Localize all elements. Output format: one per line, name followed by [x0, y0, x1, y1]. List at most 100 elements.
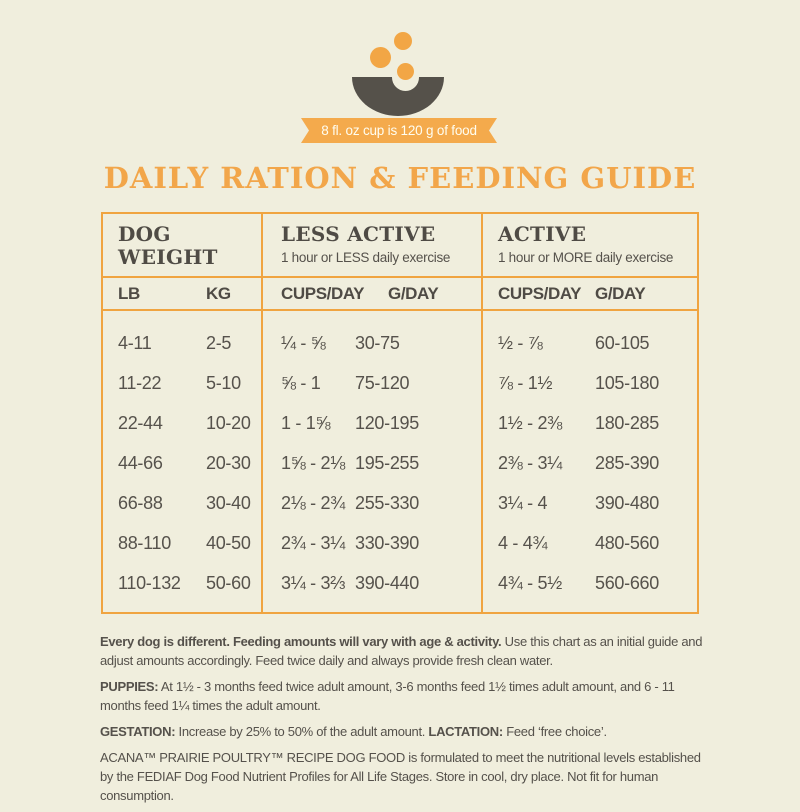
table-row: 4 - 4¾ 480-560 — [483, 523, 697, 563]
table-body-less-active: ¼ - ⅝ 30-75 ⅝ - 1 75-120 1 - 1⅝ 120-195 1⅝ - 2… — [263, 311, 481, 603]
table-cell: 1⅝ - 2⅛ — [281, 452, 345, 473]
table-cell: 330-390 — [355, 532, 419, 553]
table-row: ⅞ - 1½ 105-180 — [483, 363, 697, 403]
table-row: 4¾ - 5½ 560-660 — [483, 563, 697, 603]
table-cell: ⅝ - 1 — [281, 372, 321, 393]
group-title-active: ACTIVE — [498, 222, 587, 246]
table-cell: ¼ - ⅝ — [281, 332, 326, 353]
note-paragraph: PUPPIES: At 1½ - 3 months feed twice adu… — [100, 677, 704, 715]
group-subtitle-less-active: 1 hour or LESS daily exercise — [281, 250, 451, 265]
table-cell: 4¾ - 5½ — [498, 572, 562, 593]
table-cell: 180-285 — [595, 412, 659, 433]
kibble-dot-icon — [370, 47, 391, 68]
table-row: 1 - 1⅝ 120-195 — [263, 403, 481, 443]
table-cell: 480-560 — [595, 532, 659, 553]
group-title-dog-weight: DOG WEIGHT — [118, 222, 218, 269]
subheader-row: LB KG — [103, 278, 261, 311]
column-header-g-day: G/DAY — [388, 283, 439, 303]
table-row: 11-22 5-10 — [103, 363, 261, 403]
table-row: 22-44 10-20 — [103, 403, 261, 443]
table-cell: ½ - ⅞ — [498, 332, 543, 353]
table-cell: 88-110 — [118, 532, 171, 553]
table-row: 3¼ - 3⅔ 390-440 — [263, 563, 481, 603]
note-paragraph: Every dog is different. Feeding amounts … — [100, 632, 704, 670]
table-cell: 11-22 — [118, 372, 162, 393]
table-row: 2⅛ - 2¾ 255-330 — [263, 483, 481, 523]
bowl-graphic — [0, 0, 800, 160]
cup-measure-ribbon: 8 fl. oz cup is 120 g of food — [301, 118, 497, 143]
table-cell: 2¾ - 3¼ — [281, 532, 345, 553]
table-row: ¼ - ⅝ 30-75 — [263, 323, 481, 363]
table-row: 2¾ - 3¼ 330-390 — [263, 523, 481, 563]
feeding-notes: Every dog is different. Feeding amounts … — [100, 632, 704, 812]
group-header: DOG WEIGHT — [103, 214, 261, 278]
kibble-dot-icon — [394, 32, 412, 50]
table-cell: 44-66 — [118, 452, 163, 473]
note-text-bold: LACTATION: — [428, 724, 503, 739]
table-cell: 120-195 — [355, 412, 419, 433]
table-cell: 1 - 1⅝ — [281, 412, 331, 433]
note-paragraph: GESTATION: Increase by 25% to 50% of the… — [100, 722, 704, 741]
table-row: 1⅝ - 2⅛ 195-255 — [263, 443, 481, 483]
table-body-active: ½ - ⅞ 60-105 ⅞ - 1½ 105-180 1½ - 2⅜ 180-285 2⅜… — [483, 311, 697, 603]
table-row: 110-132 50-60 — [103, 563, 261, 603]
table-cell: 10-20 — [206, 412, 251, 433]
note-text: At 1½ - 3 months feed twice adult amount… — [100, 679, 675, 713]
note-text-bold: GESTATION: — [100, 724, 176, 739]
table-row: 1½ - 2⅜ 180-285 — [483, 403, 697, 443]
subheader-row: CUPS/DAY G/DAY — [263, 278, 481, 311]
table-cell: 4 - 4¾ — [498, 532, 548, 553]
table-cell: 2-5 — [206, 332, 232, 353]
table-cell: 75-120 — [355, 372, 410, 393]
table-cell: 5-10 — [206, 372, 241, 393]
table-cell: 20-30 — [206, 452, 251, 473]
kibble-dot-icon — [397, 63, 414, 80]
note-text-bold: Every dog is different. Feeding amounts … — [100, 634, 502, 649]
table-row: 44-66 20-30 — [103, 443, 261, 483]
table-cell: 255-330 — [355, 492, 419, 513]
column-group-less-active: LESS ACTIVE 1 hour or LESS daily exercis… — [263, 214, 483, 612]
table-cell: 3¼ - 4 — [498, 492, 548, 513]
table-cell: 50-60 — [206, 572, 251, 593]
column-header-lb: LB — [118, 283, 140, 303]
table-row: ½ - ⅞ 60-105 — [483, 323, 697, 363]
table-row: 66-88 30-40 — [103, 483, 261, 523]
column-group-dog-weight: DOG WEIGHT LB KG 4-11 2-5 11-22 5-10 22-44 10… — [103, 214, 263, 612]
table-body-weight: 4-11 2-5 11-22 5-10 22-44 10-20 44-66 20-30 66-8… — [103, 311, 261, 603]
table-row: 88-110 40-50 — [103, 523, 261, 563]
group-header: ACTIVE 1 hour or MORE daily exercise — [483, 214, 697, 278]
table-cell: 2⅜ - 3¼ — [498, 452, 562, 473]
table-cell: 4-11 — [118, 332, 152, 353]
group-subtitle-active: 1 hour or MORE daily exercise — [498, 250, 674, 265]
note-text: Increase by 25% to 50% of the adult amou… — [175, 724, 429, 739]
note-text: ACANA™ PRAIRIE POULTRY™ RECIPE DOG FOOD … — [100, 750, 701, 803]
table-cell: ⅞ - 1½ — [498, 372, 553, 393]
note-text: Feed ‘free choice’. — [502, 724, 607, 739]
table-cell: 66-88 — [118, 492, 163, 513]
table-row: 4-11 2-5 — [103, 323, 261, 363]
page-title: DAILY RATION & FEEDING GUIDE — [103, 161, 697, 195]
table-cell: 3¼ - 3⅔ — [281, 572, 345, 593]
table-cell: 105-180 — [595, 372, 659, 393]
note-text: Use this chart as an initial guide and a… — [100, 634, 703, 668]
column-header-cups-day: CUPS/DAY — [498, 283, 582, 303]
column-header-cups-day: CUPS/DAY — [281, 283, 365, 303]
table-row: 2⅜ - 3¼ 285-390 — [483, 443, 697, 483]
table-cell: 560-660 — [595, 572, 659, 593]
table-row: ⅝ - 1 75-120 — [263, 363, 481, 403]
feeding-table: DOG WEIGHT LB KG 4-11 2-5 11-22 5-10 22-44 10… — [101, 212, 699, 614]
column-header-g-day: G/DAY — [595, 283, 646, 303]
table-cell: 1½ - 2⅜ — [498, 412, 562, 433]
group-header: LESS ACTIVE 1 hour or LESS daily exercis… — [263, 214, 481, 278]
table-cell: 2⅛ - 2¾ — [281, 492, 345, 513]
group-title-less-active: LESS ACTIVE — [281, 222, 436, 246]
table-cell: 390-480 — [595, 492, 659, 513]
note-paragraph: ACANA™ PRAIRIE POULTRY™ RECIPE DOG FOOD … — [100, 748, 704, 805]
column-group-active: ACTIVE 1 hour or MORE daily exercise CUP… — [483, 214, 697, 612]
cup-measure-text: 8 fl. oz cup is 120 g of food — [321, 123, 477, 138]
subheader-row: CUPS/DAY G/DAY — [483, 278, 697, 311]
column-header-kg: KG — [206, 283, 231, 303]
table-cell: 285-390 — [595, 452, 659, 473]
table-cell: 110-132 — [118, 572, 181, 593]
